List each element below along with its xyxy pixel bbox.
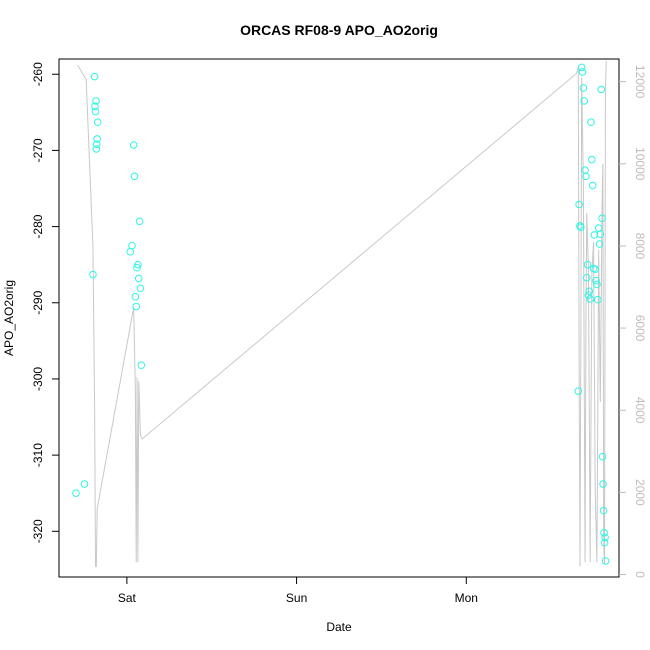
data-point [585,287,594,296]
data-point [135,217,144,226]
data-point [579,84,588,92]
y2-tick-label: 12000 [633,65,647,99]
data-point [130,172,139,181]
data-point [601,557,610,565]
y-axis-label: APO_AO2orig [2,280,16,356]
data-point [586,295,594,303]
data-point [128,241,136,250]
data-point [598,452,607,461]
altitude-line [77,61,607,567]
data-point [582,273,591,282]
data-point [90,72,99,81]
data-point [594,224,603,232]
data-point [593,280,601,289]
data-point [134,260,142,269]
data-point [597,85,605,94]
data-point [129,141,138,149]
y2-tick-label: 0 [633,571,647,578]
y-tick-label: -290 [31,290,45,314]
data-point [588,181,597,190]
y2-tick-label: 8000 [633,233,647,260]
series-points-layer [72,63,610,565]
data-point [598,214,606,223]
y-tick-label: -270 [31,138,45,162]
data-point [136,284,145,293]
data-point [133,263,141,272]
y-tick-label: -280 [31,214,45,238]
y-axis-left: -320 -310 -300 -290 -280 -270 -260 [31,62,59,543]
data-point [591,265,600,274]
data-point [575,200,583,209]
y2-tick-label: 6000 [633,315,647,342]
data-point [600,529,608,537]
data-point [593,295,602,304]
data-point [584,291,593,299]
data-point [80,480,89,488]
data-point [599,480,607,488]
data-point [574,387,583,395]
data-point [587,118,595,127]
data-point [92,97,100,105]
data-point [580,97,589,105]
data-point [582,172,590,181]
x-tick-label: Sun [286,591,307,605]
data-point [578,68,587,76]
x-tick-label: Mon [455,591,478,605]
data-point [91,107,100,116]
data-point [588,155,596,164]
data-point [601,533,609,542]
y-tick-label: -310 [31,443,45,467]
data-point [132,302,141,311]
plot-frame [58,58,620,578]
y-tick-label: -260 [31,62,45,86]
series-line-layer [77,61,607,567]
x-axis: Sat Sun Mon [118,577,478,605]
data-point [126,247,135,256]
data-point [596,230,605,239]
y2-tick-label: 2000 [633,479,647,506]
x-axis-label: Date [326,620,352,634]
data-point [93,135,101,143]
data-point [577,223,585,232]
x-tick-label: Sat [118,591,137,605]
data-point [592,276,600,285]
data-point [134,274,143,283]
data-point [89,270,97,279]
data-point [137,361,146,370]
y-tick-label: -320 [31,519,45,543]
data-point [595,240,604,248]
data-point [92,140,101,149]
data-point [600,538,609,547]
data-point [583,260,592,269]
data-point [131,292,140,301]
data-point [72,489,80,498]
data-point [599,506,608,515]
data-point [93,118,102,127]
data-point [92,145,101,153]
data-point [577,63,586,72]
chart-title: ORCAS RF08-9 APO_AO2orig [240,22,438,38]
y2-tick-label: 4000 [633,397,647,424]
y-axis-right: 0 2000 4000 6000 8000 10000 12000 [619,65,647,578]
data-point [91,102,99,111]
y2-tick-label: 10000 [633,147,647,181]
data-point [590,231,599,239]
y-tick-label: -300 [31,367,45,391]
data-point [576,222,584,230]
